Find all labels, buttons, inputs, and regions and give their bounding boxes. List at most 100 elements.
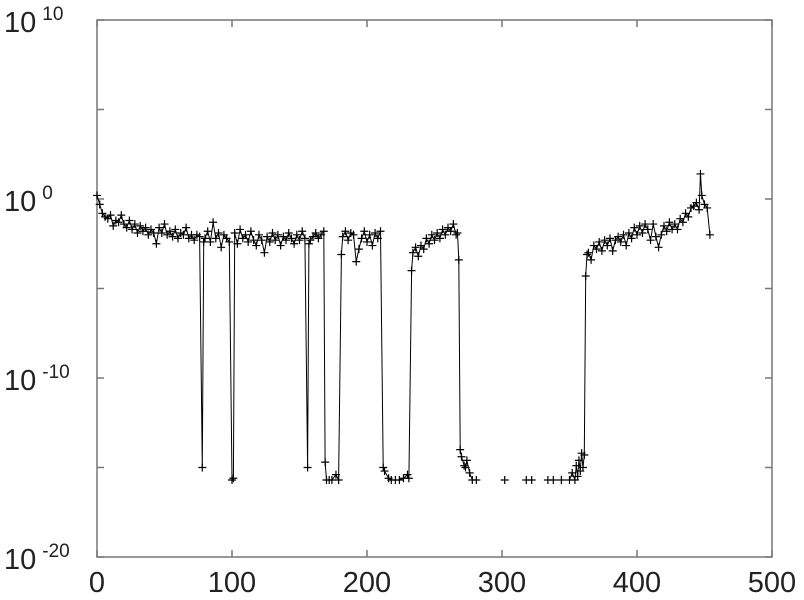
data-point-marker [651,232,660,241]
data-point-marker [373,234,382,243]
data-point-marker [419,245,428,254]
data-point-marker [527,476,536,485]
y-tick-exponent: -20 [42,541,69,562]
data-point-marker [133,229,142,238]
data-point-marker [337,250,346,259]
data-point-marker [136,221,145,230]
plot-frame [96,19,773,558]
y-tick-label: 10 10 [4,4,63,39]
data-point-marker [573,472,582,481]
data-point-marker [211,234,220,243]
data-point-marker [360,227,369,236]
data-point-marker [460,461,469,470]
data-point-marker [557,476,566,485]
data-point-marker [304,239,313,248]
y-tick-label: 10 0 [4,183,53,218]
data-point-marker [334,476,343,485]
data-point-marker [584,248,593,257]
data-point-marker [673,225,682,234]
data-point-marker [425,239,434,248]
data-point-marker [670,220,679,229]
data-point-marker [203,227,212,236]
y-tick-exponent: -10 [42,362,69,383]
data-point-marker [195,232,204,241]
data-point-marker [368,241,377,250]
data-point-marker [284,229,293,238]
data-point-marker [580,450,589,459]
x-tick-label: 100 [208,567,256,599]
data-point-marker [665,218,674,227]
data-point-marker [165,227,174,236]
y-tick-base: 10 [4,365,36,397]
data-point-marker [641,220,650,229]
data-point-marker [298,227,307,236]
data-point-marker [500,476,509,485]
data-point-marker [174,234,182,243]
data-point-marker [292,230,301,239]
data-point-marker [587,255,596,264]
data-point-marker [349,230,358,239]
data-point-marker [233,239,242,248]
data-point-marker [198,463,207,472]
data-point-marker [122,223,131,232]
data-point-marker [276,241,285,250]
data-point-marker [662,227,671,236]
data-point-marker [462,456,471,465]
data-point-marker [583,250,592,259]
y-tick-base: 10 [4,186,36,218]
data-point-marker [114,218,123,227]
data-point-marker [579,463,587,472]
data-point-marker [627,234,636,243]
data-point-marker [206,237,215,246]
data-point-marker [217,243,226,252]
data-point-marker [705,230,714,239]
data-point-marker [236,225,245,234]
data-point-marker [141,223,150,232]
data-point-marker [608,246,617,255]
data-point-marker [633,230,641,239]
x-tick-label: 300 [478,567,526,599]
data-point-marker [438,225,447,234]
data-point-marker [606,234,614,243]
data-point-marker [357,234,366,243]
data-point-marker [168,232,177,241]
data-point-marker [331,470,340,479]
data-point-marker [657,230,666,239]
data-point-marker [622,241,631,250]
data-point-marker [457,452,466,461]
data-point-marker [408,248,417,257]
data-point-marker [380,467,389,476]
data-point-marker [160,220,169,229]
data-point-marker [117,211,126,220]
x-tick-label: 400 [613,567,661,599]
data-point-marker [268,229,277,238]
data-point-marker [95,200,104,209]
data-point-marker [600,236,609,245]
data-point-marker [371,229,380,238]
data-point-marker [414,252,423,261]
data-point-marker [379,463,388,472]
data-point-marker [703,203,712,212]
data-point-marker [654,243,663,252]
data-point-marker [692,198,701,207]
data-point-marker [152,239,161,248]
data-point-marker [319,227,328,236]
data-point-marker [144,230,153,239]
data-point-marker [422,234,431,243]
data-point-marker [568,468,577,477]
data-point-marker [449,220,458,229]
data-point-marker [452,230,461,239]
data-point-marker [395,476,404,485]
data-point-marker [430,236,439,245]
data-point-marker [376,227,385,236]
data-point-marker [435,234,444,243]
data-point-marker [363,237,371,246]
data-point-marker [635,221,644,230]
data-point-marker [327,476,336,485]
data-point-marker [678,218,687,227]
data-point-marker [109,221,118,230]
x-tick-label: 0 [89,567,105,599]
data-point-marker [624,229,633,238]
data-point-marker [271,236,280,245]
data-point-marker [572,461,581,470]
